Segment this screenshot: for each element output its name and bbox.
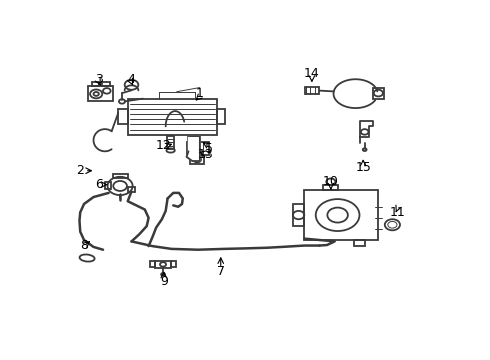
Bar xyxy=(187,141,209,156)
Bar xyxy=(189,136,200,151)
Text: 13: 13 xyxy=(197,148,214,161)
Text: 15: 15 xyxy=(355,161,371,175)
Bar xyxy=(128,99,217,135)
Text: 9: 9 xyxy=(160,275,168,288)
Polygon shape xyxy=(187,136,200,161)
Bar xyxy=(92,82,99,86)
Bar xyxy=(293,204,304,226)
Bar xyxy=(113,174,128,177)
Text: 1: 1 xyxy=(196,87,204,100)
Text: 3: 3 xyxy=(95,73,103,86)
Bar xyxy=(171,261,176,267)
Bar xyxy=(190,156,204,164)
Text: 5: 5 xyxy=(205,142,213,155)
Text: 12: 12 xyxy=(156,139,171,152)
Bar xyxy=(155,261,171,268)
Text: 10: 10 xyxy=(323,175,339,188)
Bar xyxy=(372,87,384,99)
Bar xyxy=(118,109,128,124)
Bar xyxy=(102,82,110,86)
Bar xyxy=(128,187,135,192)
Text: 8: 8 xyxy=(80,239,88,252)
Bar xyxy=(105,183,111,189)
Text: 2: 2 xyxy=(76,164,84,177)
Bar xyxy=(167,136,174,149)
Bar xyxy=(217,109,224,124)
Text: 4: 4 xyxy=(127,73,135,86)
Bar xyxy=(304,190,378,240)
Text: 11: 11 xyxy=(390,206,405,219)
Bar xyxy=(88,86,113,102)
Bar xyxy=(323,185,339,190)
Text: 7: 7 xyxy=(217,265,225,278)
Text: 14: 14 xyxy=(304,67,320,80)
Bar xyxy=(354,240,365,246)
Text: 6: 6 xyxy=(95,178,103,191)
Bar xyxy=(305,87,319,94)
Bar xyxy=(150,261,155,267)
